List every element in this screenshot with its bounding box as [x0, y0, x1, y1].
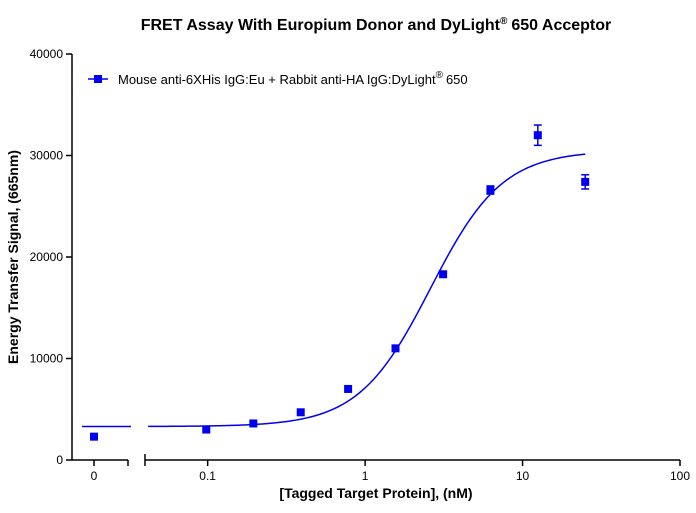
- legend-label-end: 650: [446, 72, 468, 87]
- chart-title-end: 650 Acceptor: [511, 17, 611, 34]
- data-point: [439, 270, 447, 278]
- y-axis-title: Energy Transfer Signal, (665nm): [5, 150, 21, 364]
- y-tick-labels: 0 10000 20000 30000 40000: [30, 47, 64, 467]
- y-tick-label: 30000: [30, 149, 64, 163]
- x-tick-label: 10: [516, 469, 530, 483]
- y-tick-label: 0: [56, 453, 63, 467]
- legend-label: Mouse anti-6XHis IgG:Eu + Rabbit anti-HA…: [118, 70, 468, 87]
- data-point: [344, 385, 352, 393]
- data-point: [486, 186, 494, 194]
- data-point: [202, 426, 210, 434]
- x-tick-labels: 0 0.1 1 10 100: [91, 469, 691, 483]
- legend-label-main: Mouse anti-6XHis IgG:Eu + Rabbit anti-HA…: [118, 72, 436, 87]
- x-tick-label-zero: 0: [91, 469, 98, 483]
- x-tick-label: 100: [670, 469, 690, 483]
- data-point: [297, 408, 305, 416]
- x-tick-label: 1: [362, 469, 369, 483]
- chart-title-main: FRET Assay With Europium Donor and DyLig…: [141, 17, 501, 34]
- legend-label-sup: ®: [436, 70, 444, 81]
- fit-curve-group: [82, 154, 585, 426]
- legend-square-marker: [94, 75, 102, 83]
- fit-curve: [148, 154, 585, 426]
- data-points-group: [90, 125, 589, 441]
- chart-title-sup: ®: [500, 16, 508, 27]
- data-point: [90, 433, 98, 441]
- x-axis-title: [Tagged Target Protein], (nM): [279, 485, 472, 501]
- y-tick-label: 10000: [30, 352, 64, 366]
- data-point: [581, 178, 589, 186]
- y-tick-label: 20000: [30, 250, 64, 264]
- data-point: [392, 344, 400, 352]
- x-tick-label: 0.1: [199, 469, 216, 483]
- data-point: [249, 419, 257, 427]
- chart: FRET Assay With Europium Donor and DyLig…: [0, 0, 696, 513]
- y-tick-label: 40000: [30, 47, 64, 61]
- data-point: [534, 131, 542, 139]
- legend: Mouse anti-6XHis IgG:Eu + Rabbit anti-HA…: [88, 70, 468, 87]
- chart-title: FRET Assay With Europium Donor and DyLig…: [141, 16, 612, 34]
- axes: [66, 54, 680, 466]
